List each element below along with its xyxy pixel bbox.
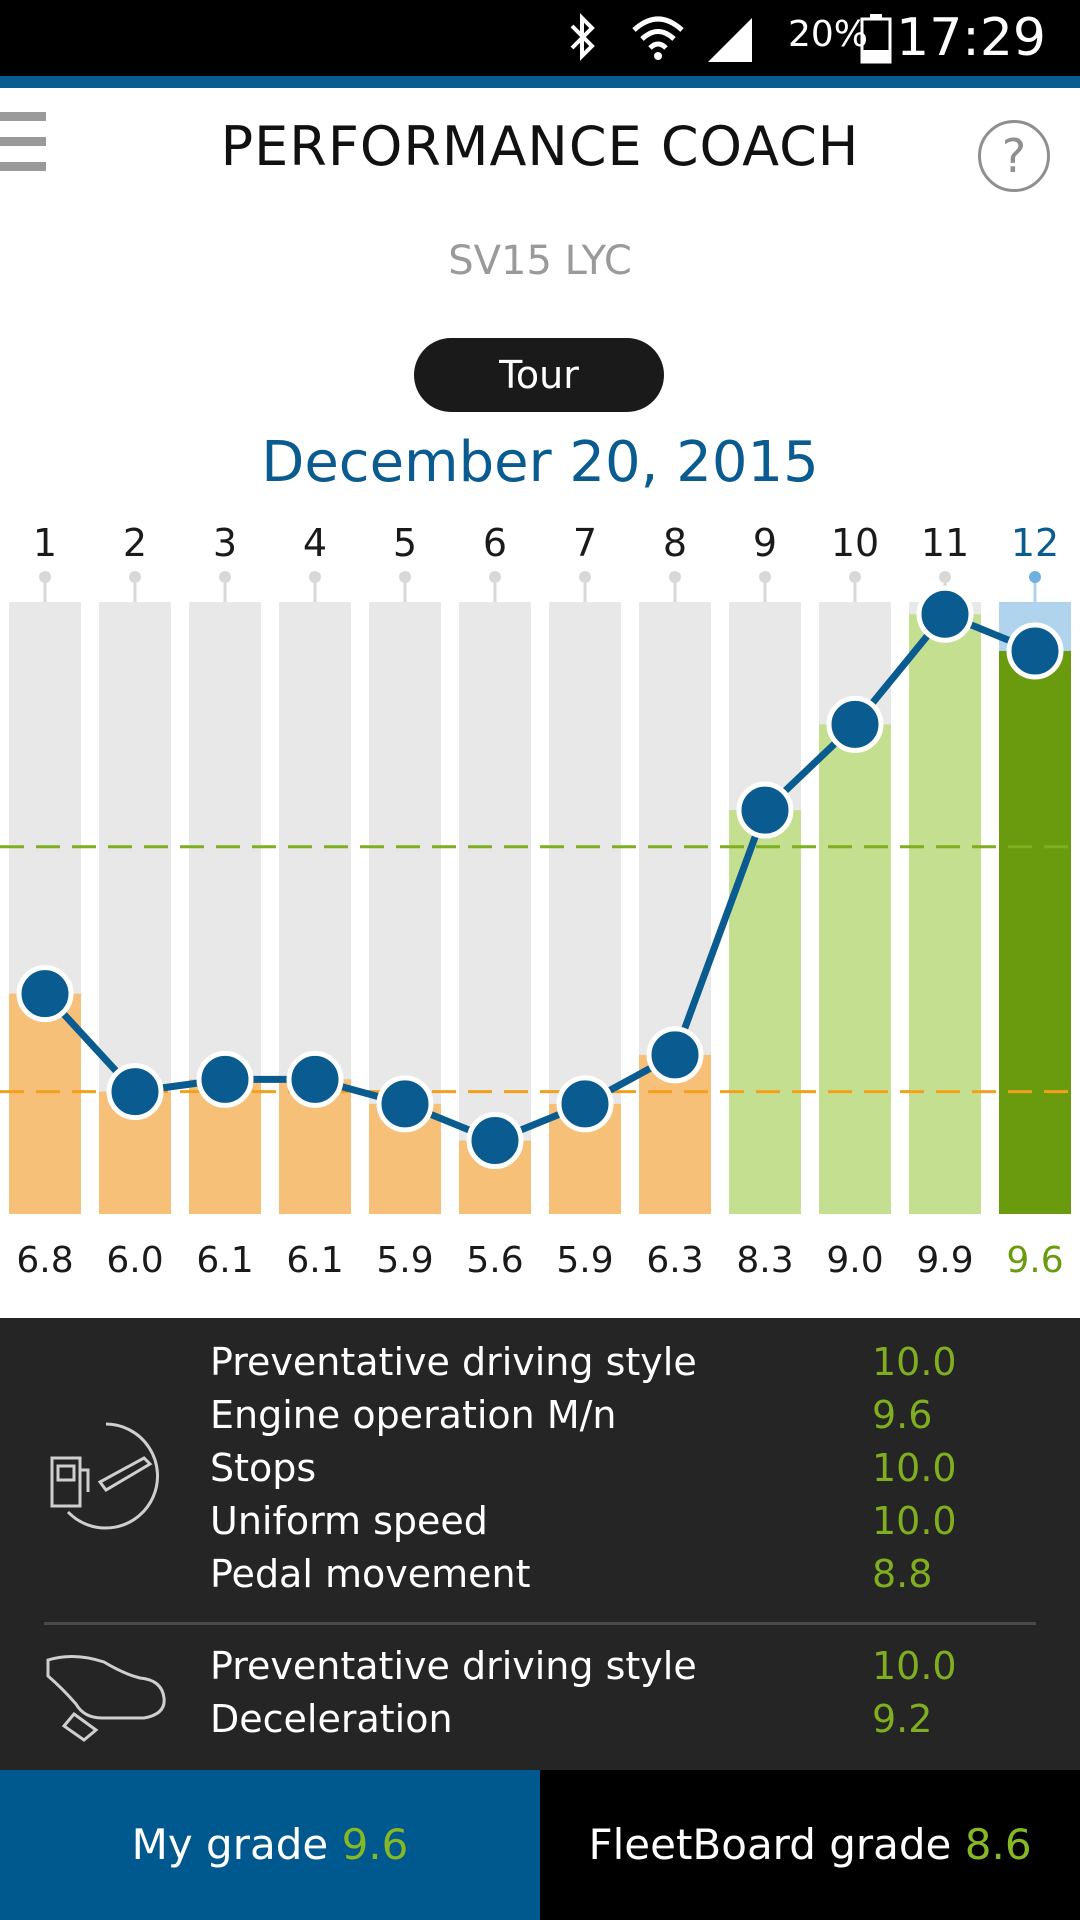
bar bbox=[909, 614, 981, 1214]
data-point bbox=[1006, 622, 1064, 680]
detail-value: 8.8 bbox=[872, 1552, 933, 1596]
value-label: 6.1 bbox=[196, 1240, 253, 1281]
help-icon[interactable]: ? bbox=[978, 120, 1050, 192]
bar-tick-dot bbox=[1029, 571, 1041, 583]
category-label: 4 bbox=[303, 521, 327, 565]
data-point bbox=[16, 965, 74, 1023]
detail-value: 10.0 bbox=[872, 1644, 957, 1688]
detail-label: Uniform speed bbox=[210, 1499, 488, 1543]
category-label: 10 bbox=[831, 521, 879, 565]
tour-button[interactable]: Tour bbox=[414, 338, 664, 412]
my-grade-value: 9.6 bbox=[341, 1820, 409, 1869]
my-grade-tab[interactable]: My grade 9.6 bbox=[0, 1770, 540, 1920]
detail-label: Preventative driving style bbox=[210, 1644, 697, 1688]
value-label: 6.8 bbox=[16, 1240, 73, 1281]
detail-value: 10.0 bbox=[872, 1446, 957, 1490]
bar-background bbox=[459, 602, 531, 1214]
fuel-gauge-icon bbox=[50, 1422, 160, 1530]
value-label: 6.1 bbox=[286, 1240, 343, 1281]
value-label: 5.9 bbox=[376, 1240, 433, 1281]
detail-value: 10.0 bbox=[872, 1499, 957, 1543]
bar-tick-dot bbox=[849, 571, 861, 583]
detail-value: 10.0 bbox=[872, 1340, 957, 1384]
value-label: 6.3 bbox=[646, 1240, 703, 1281]
category-label: 12 bbox=[1011, 521, 1059, 565]
bar-tick-dot bbox=[39, 571, 51, 583]
bar-tick-dot bbox=[669, 571, 681, 583]
detail-value: 9.6 bbox=[872, 1393, 933, 1437]
detail-label: Deceleration bbox=[210, 1697, 453, 1741]
fleet-grade-label: FleetBoard grade bbox=[588, 1820, 952, 1869]
bar bbox=[999, 650, 1071, 1214]
data-point bbox=[376, 1075, 434, 1133]
vehicle-plate: SV15 LYC bbox=[448, 238, 632, 284]
fleet-grade-tab[interactable]: FleetBoard grade 8.6 bbox=[540, 1770, 1080, 1920]
bar-tick-dot bbox=[129, 571, 141, 583]
value-label: 9.6 bbox=[1006, 1240, 1063, 1281]
status-accent-strip bbox=[0, 76, 1080, 88]
category-label: 11 bbox=[921, 521, 969, 565]
bar-tick-dot bbox=[939, 571, 951, 583]
bar-tick-dot bbox=[759, 571, 771, 583]
detail-label: Preventative driving style bbox=[210, 1340, 697, 1384]
data-point bbox=[646, 1026, 704, 1084]
bar-tick-dot bbox=[399, 571, 411, 583]
data-point bbox=[286, 1050, 344, 1108]
data-point bbox=[826, 695, 884, 753]
my-grade-label: My grade bbox=[131, 1820, 329, 1869]
detail-label: Pedal movement bbox=[210, 1552, 531, 1596]
battery-icon bbox=[860, 14, 892, 64]
category-label: 8 bbox=[663, 521, 687, 565]
category-label: 7 bbox=[573, 521, 597, 565]
bar-tick-dot bbox=[309, 571, 321, 583]
value-label: 5.9 bbox=[556, 1240, 613, 1281]
detail-label: Stops bbox=[210, 1446, 317, 1490]
fleet-grade-value: 8.6 bbox=[964, 1820, 1032, 1869]
bar-tick-dot bbox=[489, 571, 501, 583]
divider bbox=[44, 1622, 1036, 1625]
category-label: 3 bbox=[213, 521, 237, 565]
value-label: 9.9 bbox=[916, 1240, 973, 1281]
bar bbox=[819, 724, 891, 1214]
category-label: 9 bbox=[753, 521, 777, 565]
signal-icon bbox=[708, 18, 752, 62]
value-label: 6.0 bbox=[106, 1240, 163, 1281]
category-label: 6 bbox=[483, 521, 507, 565]
data-point bbox=[106, 1063, 164, 1121]
battery-percent: 20% bbox=[787, 14, 868, 55]
data-point bbox=[466, 1112, 524, 1170]
detail-label: Engine operation M/n bbox=[210, 1393, 617, 1437]
details-panel: Preventative driving style 10.0 Engine o… bbox=[0, 1318, 1080, 1770]
category-label: 2 bbox=[123, 521, 147, 565]
performance-chart: 1 6.8 2 6.0 3 6.1 4 6.1 5 5.9 6 5.6 7 5.9 8 6.3 9 8.3 10 9.… bbox=[0, 521, 1080, 1281]
data-point bbox=[196, 1050, 254, 1108]
wifi-icon bbox=[632, 16, 684, 60]
data-point bbox=[736, 781, 794, 839]
bar bbox=[9, 993, 81, 1214]
detail-value: 9.2 bbox=[872, 1697, 933, 1741]
clock: 17:29 bbox=[896, 8, 1046, 68]
hamburger-menu-icon[interactable] bbox=[0, 112, 46, 182]
category-label: 1 bbox=[33, 521, 57, 565]
brake-pedal-shoe-icon bbox=[46, 1655, 166, 1742]
data-point bbox=[556, 1075, 614, 1133]
data-point bbox=[916, 585, 974, 643]
value-label: 5.6 bbox=[466, 1240, 523, 1281]
date-heading: December 20, 2015 bbox=[261, 430, 819, 495]
value-label: 8.3 bbox=[736, 1240, 793, 1281]
bar-tick-dot bbox=[219, 571, 231, 583]
page-title: PERFORMANCE COACH bbox=[220, 115, 860, 178]
bar-tick-dot bbox=[579, 571, 591, 583]
grade-bar: My grade 9.6 FleetBoard grade 8.6 bbox=[0, 1770, 1080, 1920]
bluetooth-icon bbox=[570, 13, 595, 61]
status-bar: 20% 17:29 bbox=[0, 0, 1080, 88]
value-label: 9.0 bbox=[826, 1240, 883, 1281]
category-label: 5 bbox=[393, 521, 417, 565]
